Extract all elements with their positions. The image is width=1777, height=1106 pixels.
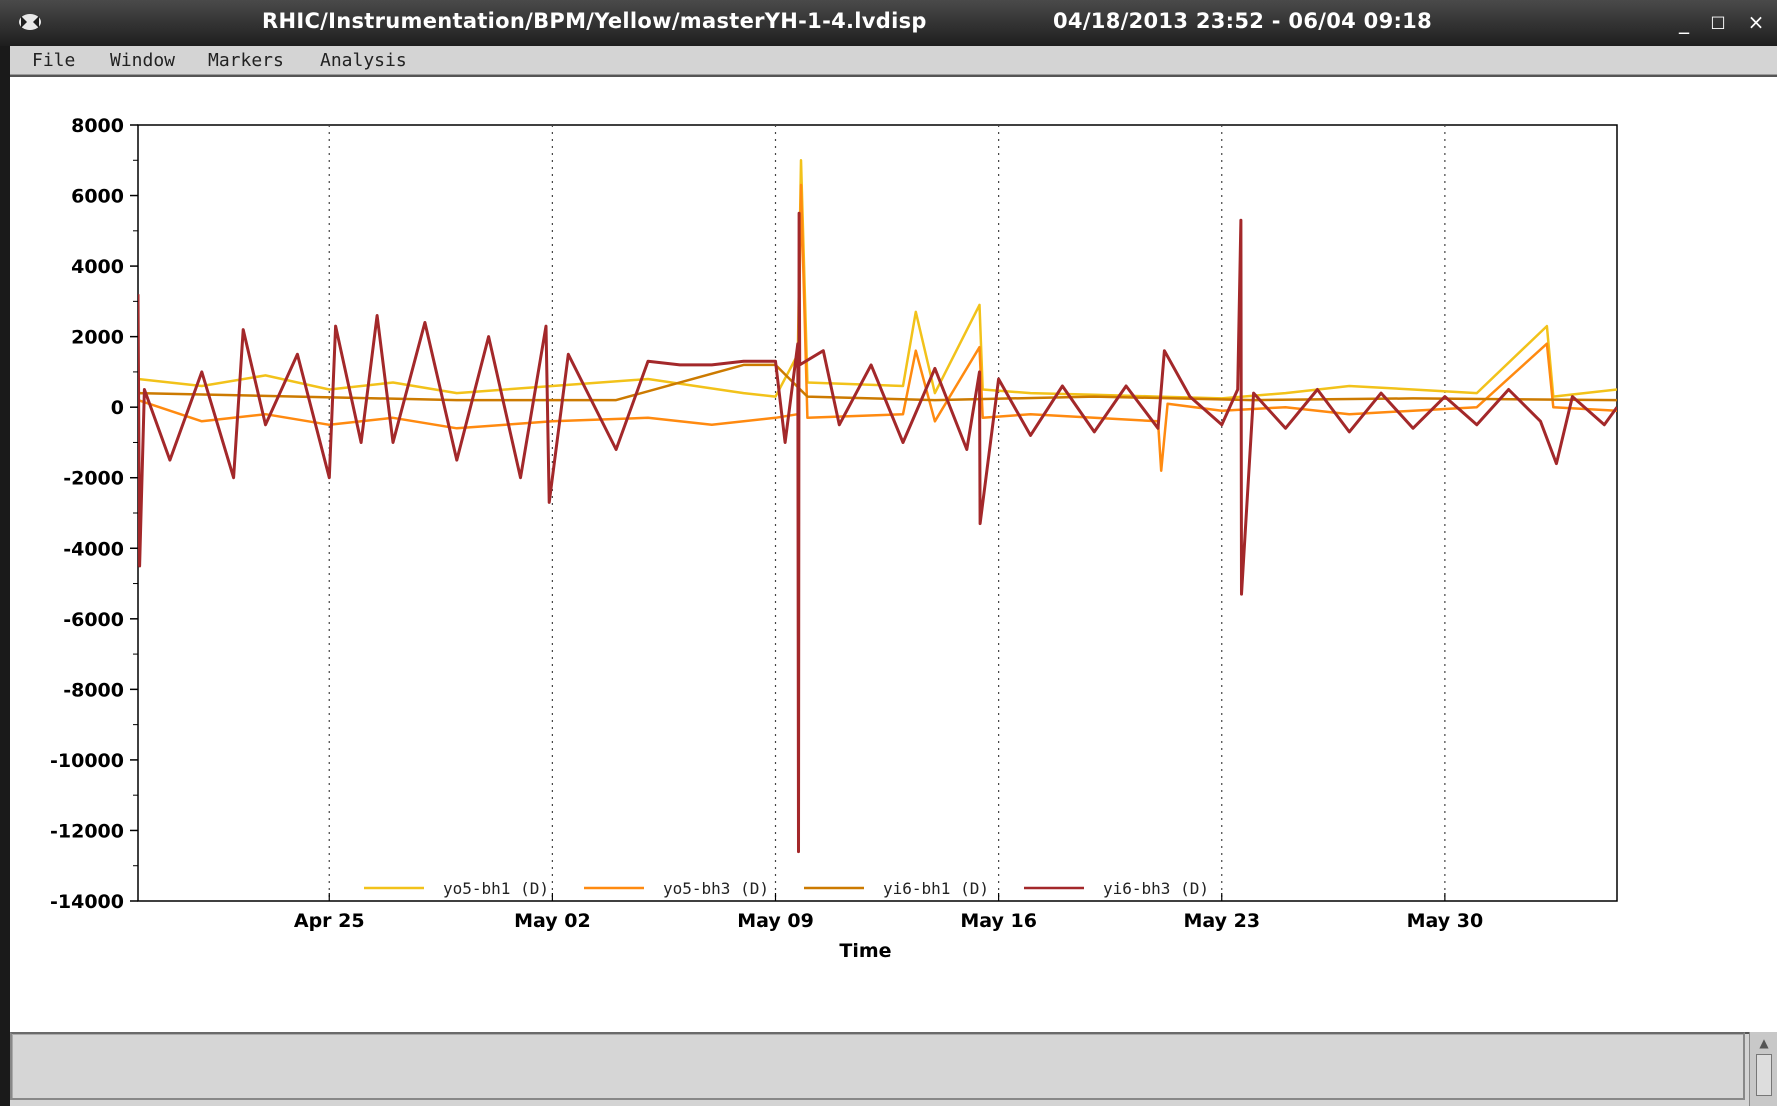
y-tick-label: -4000	[63, 538, 124, 560]
plot-area-border	[137, 124, 1618, 902]
series-line-4	[138, 211, 1617, 854]
x-tick-label: May 16	[960, 910, 1037, 932]
y-tick-label: 0	[111, 397, 124, 419]
maximize-button[interactable]: □	[1710, 12, 1726, 31]
app-icon[interactable]	[16, 11, 44, 33]
y-tick-label: -12000	[50, 820, 124, 842]
minimize-button[interactable]: _	[1679, 10, 1689, 34]
y-tick-label: 2000	[71, 327, 124, 349]
window-title: RHIC/Instrumentation/BPM/Yellow/masterYH…	[262, 9, 927, 33]
y-tick-label: -2000	[63, 468, 124, 490]
x-axis-label: Time	[839, 940, 891, 962]
series-line-1	[138, 159, 1617, 400]
menu-file[interactable]: File	[32, 50, 76, 71]
title-bar[interactable]: RHIC/Instrumentation/BPM/Yellow/masterYH…	[0, 0, 1777, 46]
status-text-area[interactable]	[10, 1032, 1745, 1100]
window-time-range: 04/18/2013 23:52 - 06/04 09:18	[1053, 9, 1433, 33]
x-tick-label: May 30	[1407, 910, 1484, 932]
y-tick-label: -8000	[63, 679, 124, 701]
close-button[interactable]: ×	[1747, 10, 1765, 34]
window-border	[0, 46, 10, 1106]
menu-bar: File Window Markers Analysis	[10, 46, 1777, 75]
y-tick-label: 6000	[71, 186, 124, 208]
menu-markers[interactable]: Markers	[208, 50, 284, 71]
line-chart[interactable]: Apr 25 May 02 May 09 May 16 May 23 May 30 8000…	[10, 77, 1777, 1032]
plot-panel: Apr 25 May 02 May 09 May 16 May 23 May 30 8000…	[10, 75, 1777, 1034]
series-line-3	[138, 363, 1617, 402]
y-tick-label: -10000	[50, 750, 124, 772]
x-tick-label: Apr 25	[294, 910, 365, 932]
legend-label: yi6-bh3 (D)	[1103, 879, 1209, 898]
menu-window[interactable]: Window	[110, 50, 176, 71]
x-tick-label: May 02	[514, 910, 591, 932]
y-tick-label: 4000	[71, 256, 124, 278]
legend-label: yo5-bh1 (D)	[443, 879, 549, 898]
x-tick-label: May 09	[737, 910, 814, 932]
scroll-thumb[interactable]	[1756, 1054, 1772, 1096]
x-tick-label: May 23	[1183, 910, 1260, 932]
legend-label: yi6-bh1 (D)	[883, 879, 989, 898]
series-line-2	[138, 183, 1617, 472]
scroll-up-arrow-icon[interactable]: ▲	[1759, 1036, 1769, 1050]
y-tick-label: -6000	[63, 609, 124, 631]
vertical-scrollbar[interactable]: ▲	[1749, 1032, 1777, 1106]
y-tick-label: 8000	[71, 115, 124, 137]
menu-analysis[interactable]: Analysis	[320, 50, 407, 71]
legend-label: yo5-bh3 (D)	[663, 879, 769, 898]
y-tick-label: -14000	[50, 891, 124, 913]
